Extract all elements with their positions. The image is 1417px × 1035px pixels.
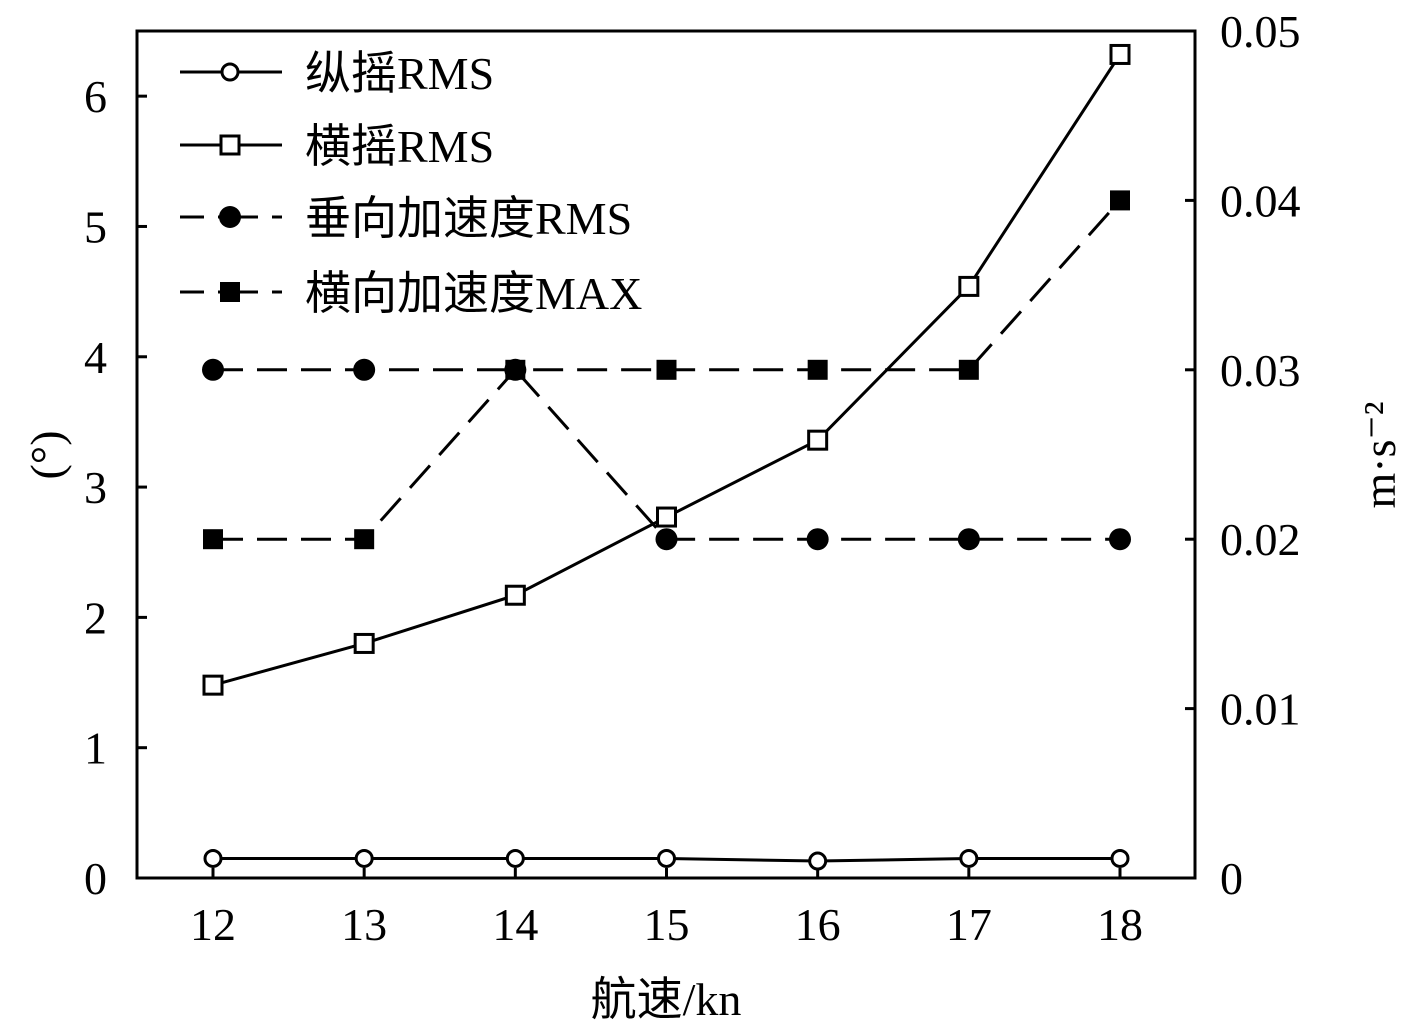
data-point [505, 848, 525, 868]
legend-marker [220, 62, 240, 82]
data-point [203, 848, 223, 868]
series-2 [202, 43, 1131, 696]
legend-entry: 纵摇RMS [180, 48, 494, 99]
data-point [354, 848, 374, 868]
data-point [807, 429, 829, 451]
y-left-tick-label: 1 [84, 723, 107, 774]
y-left-tick-label: 5 [84, 201, 107, 252]
x-tick-label: 15 [644, 899, 690, 950]
data-point [807, 359, 828, 380]
x-tick-label: 18 [1097, 899, 1143, 950]
series-1 [203, 848, 1130, 871]
axes: 12 13 14 15 16 17 18012345600.010.020.030.040.… [84, 6, 1301, 950]
data-point [1110, 190, 1130, 211]
data-point [1110, 848, 1130, 868]
legend-marker [219, 206, 241, 228]
legend-entry: 横摇RMS [180, 121, 494, 172]
legend-label: 纵摇RMS [305, 48, 494, 99]
y-left-tick-label: 4 [84, 332, 107, 383]
data-point [959, 848, 979, 868]
legend-marker [219, 134, 241, 156]
y-left-tick-label: 3 [84, 462, 107, 513]
data-point [656, 506, 677, 528]
data-point [808, 851, 828, 871]
y-right-tick-label: 0.04 [1220, 175, 1301, 226]
series-4 [203, 190, 1130, 550]
data-point [202, 674, 224, 696]
y-right-tick-label: 0.01 [1220, 684, 1301, 735]
data-point [958, 359, 979, 380]
data-point [656, 359, 677, 380]
data-point [353, 358, 376, 381]
y-right-tick-label: 0.05 [1220, 6, 1301, 57]
y-left-tick-label: 6 [84, 71, 107, 122]
legend: 纵摇RMS 横摇RMS 垂向加速度RMS 横向加速度MAX [180, 48, 642, 319]
y-left-tick-label: 2 [84, 592, 107, 643]
x-tick-label: 16 [795, 899, 841, 950]
series-layer [202, 43, 1131, 871]
y-axis-right-label: m·s⁻² [1354, 401, 1405, 508]
legend-label: 横摇RMS [305, 121, 494, 172]
plot-frame [135, 29, 1197, 880]
data-point [353, 632, 375, 654]
data-point [505, 359, 526, 380]
x-tick-label: 12 [190, 899, 236, 950]
y-right-tick-label: 0.03 [1220, 345, 1301, 396]
data-point [1109, 43, 1131, 65]
x-axis-label: 航速/kn [591, 974, 742, 1025]
legend-marker [220, 282, 240, 302]
x-tick-label: 13 [341, 899, 387, 950]
data-point [655, 528, 678, 551]
data-point [958, 275, 980, 297]
legend-label: 横向加速度MAX [305, 268, 642, 319]
data-point [657, 848, 676, 868]
data-point [504, 584, 526, 606]
x-tick-label: 17 [946, 899, 992, 950]
y-axis-left-label: (°) [21, 430, 72, 479]
legend-entry: 垂向加速度RMS [180, 193, 632, 244]
data-point [957, 528, 980, 551]
data-point [806, 528, 829, 551]
y-left-tick-label: 0 [84, 853, 107, 904]
data-point [354, 529, 375, 550]
x-tick-label: 14 [492, 899, 538, 950]
y-right-tick-label: 0.02 [1220, 514, 1301, 565]
y-right-tick-label: 0 [1220, 853, 1243, 904]
data-point [1109, 528, 1131, 551]
data-point [203, 529, 223, 550]
legend-entry: 横向加速度MAX [180, 268, 642, 319]
data-point [202, 358, 224, 381]
legend-label: 垂向加速度RMS [305, 193, 632, 244]
